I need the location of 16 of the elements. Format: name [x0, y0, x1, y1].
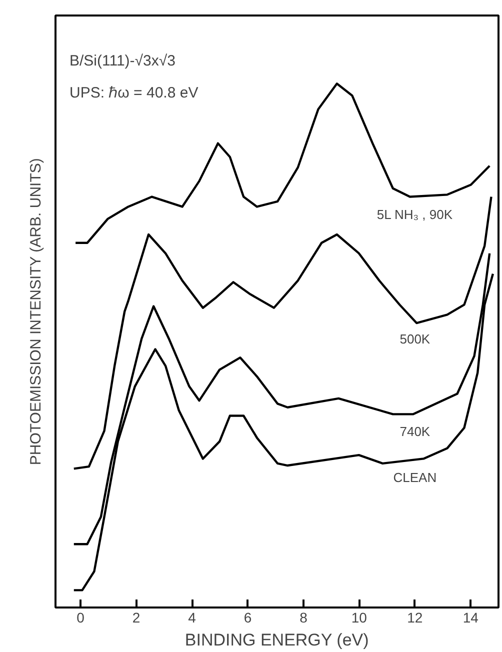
series-label: CLEAN: [393, 470, 437, 486]
series-label: 5L NH₃ , 90K: [376, 206, 453, 222]
y-axis-title: PHOTOEMISSION INTENSITY (ARB. UNITS): [28, 158, 44, 466]
x-tick-label: 12: [407, 610, 423, 626]
x-tick-label: 8: [300, 610, 308, 626]
series-label: 740K: [400, 424, 430, 439]
x-tick-label: 10: [351, 610, 368, 626]
series-label: 500K: [400, 332, 430, 347]
x-tick-label: 14: [462, 610, 479, 626]
x-tick-label: 6: [244, 610, 252, 626]
annotation: UPS: ℏω = 40.8 eV: [70, 84, 198, 102]
text: B/Si(111)-√3x√3: [70, 52, 176, 70]
x-tick-label: 2: [132, 610, 140, 626]
x-axis-title: BINDING ENERGY (eV): [184, 630, 369, 650]
x-tick-label: 0: [76, 610, 85, 626]
x-tick-label: 4: [188, 610, 196, 626]
